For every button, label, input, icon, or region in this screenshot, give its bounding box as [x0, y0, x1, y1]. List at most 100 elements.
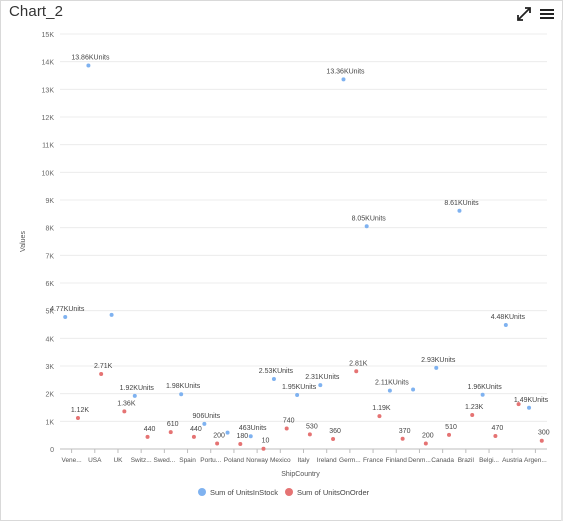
- data-point: [261, 446, 266, 451]
- data-point: [539, 438, 544, 443]
- legend-marker: [285, 488, 293, 496]
- data-label: 463Units: [239, 425, 267, 432]
- data-point: [295, 393, 300, 398]
- x-tick-label: Italy: [298, 457, 311, 464]
- data-point: [457, 208, 462, 213]
- x-tick-label: USA: [88, 457, 102, 464]
- y-axis-title: Values: [20, 231, 27, 252]
- data-label: 2.11KUnits: [375, 380, 409, 387]
- data-label: 1.92KUnits: [120, 385, 155, 392]
- data-label: 1.95KUnits: [282, 384, 317, 391]
- y-tick-label: 11K: [42, 143, 54, 150]
- x-tick-label: Ireland: [317, 457, 337, 464]
- data-label: 470: [492, 425, 504, 432]
- data-label: 370: [399, 428, 411, 435]
- y-tick-label: 1K: [45, 419, 54, 426]
- data-point: [387, 388, 392, 393]
- data-point: [503, 323, 508, 328]
- data-point: [284, 426, 289, 431]
- data-label: 1.49KUnits: [514, 397, 549, 404]
- data-point: [307, 432, 312, 437]
- x-tick-label: Brazil: [458, 457, 475, 464]
- data-label: 2.81K: [349, 360, 368, 367]
- data-point: [225, 430, 230, 435]
- data-label: 1.96KUnits: [468, 384, 503, 391]
- data-point: [248, 434, 253, 439]
- data-point: [132, 393, 137, 398]
- expand-icon[interactable]: [515, 5, 533, 23]
- data-label: 530: [306, 423, 318, 430]
- data-point: [168, 430, 173, 435]
- data-label: 200: [422, 432, 434, 439]
- hamburger-menu-icon: [540, 7, 554, 21]
- data-point: [215, 441, 220, 446]
- data-point: [377, 414, 382, 419]
- data-label: 440: [144, 426, 156, 433]
- x-tick-label: Poland: [224, 457, 245, 464]
- side-divider: [561, 20, 563, 521]
- data-point: [411, 387, 416, 392]
- y-tick-label: 7K: [45, 253, 54, 260]
- data-label: 2.53KUnits: [259, 368, 294, 375]
- data-point: [341, 77, 346, 82]
- data-point: [331, 437, 336, 442]
- y-tick-label: 3K: [45, 364, 54, 371]
- data-label: 13.86KUnits: [71, 55, 110, 62]
- data-label: 200: [213, 432, 225, 439]
- data-label: 180: [236, 433, 248, 440]
- data-label: 1.23K: [465, 404, 484, 411]
- data-label: 1.36K: [117, 400, 136, 407]
- data-label: 2.93KUnits: [421, 357, 456, 364]
- data-label: 10: [262, 438, 270, 445]
- data-point: [238, 442, 243, 447]
- legend-marker: [198, 488, 206, 496]
- y-tick-label: 4K: [45, 336, 54, 343]
- data-point: [423, 441, 428, 446]
- data-point: [202, 421, 207, 426]
- data-label: 740: [283, 418, 295, 425]
- data-label: 440: [190, 426, 202, 433]
- x-tick-label: Swed...: [154, 457, 176, 464]
- x-tick-label: Argen...: [524, 457, 547, 464]
- x-tick-label: Canada: [431, 457, 454, 464]
- data-point: [527, 405, 532, 410]
- y-tick-label: 14K: [42, 60, 55, 67]
- y-tick-label: 8K: [45, 226, 54, 233]
- data-point: [318, 383, 323, 388]
- y-tick-label: 6K: [45, 281, 54, 288]
- data-point: [271, 377, 276, 382]
- x-tick-label: Portu...: [200, 457, 221, 464]
- data-point: [75, 416, 80, 421]
- x-tick-label: Switz...: [131, 457, 152, 464]
- data-point: [447, 432, 452, 437]
- data-point: [470, 412, 475, 417]
- data-label: 1.12K: [71, 407, 90, 414]
- y-tick-label: 2K: [45, 392, 54, 399]
- y-tick-label: 13K: [42, 87, 55, 94]
- menu-icon[interactable]: [538, 5, 556, 23]
- expand-arrows-icon: [517, 7, 531, 21]
- x-tick-label: Austria: [502, 457, 523, 464]
- data-label: 2.71K: [94, 363, 113, 370]
- data-point: [480, 392, 485, 397]
- legend-label: Sum of UnitsOnOrder: [297, 488, 370, 497]
- data-point: [364, 224, 369, 229]
- legend-label: Sum of UnitsInStock: [210, 488, 278, 497]
- x-tick-label: Mexico: [270, 457, 291, 464]
- chart-title: Chart_2: [9, 3, 64, 20]
- x-axis-title: ShipCountry: [281, 471, 320, 478]
- data-label: 360: [329, 428, 341, 435]
- x-tick-label: Finland: [386, 457, 408, 464]
- data-point: [145, 434, 150, 439]
- data-label: 4.48KUnits: [491, 314, 526, 321]
- scatter-chart: 0 1K 2K 3K 4K 5K 6K 7K 8K 9K 10K 11K 12K 13K 14K 15K Ven…: [20, 32, 550, 497]
- data-label: 610: [167, 421, 179, 428]
- y-tick-label: 5K: [45, 309, 54, 316]
- data-label: 1.98KUnits: [166, 383, 201, 390]
- data-point: [354, 369, 359, 374]
- x-tick-label: Vene...: [61, 457, 81, 464]
- x-tick-label: Denm...: [408, 457, 431, 464]
- data-label: 906Units: [193, 413, 221, 420]
- data-point: [516, 402, 521, 407]
